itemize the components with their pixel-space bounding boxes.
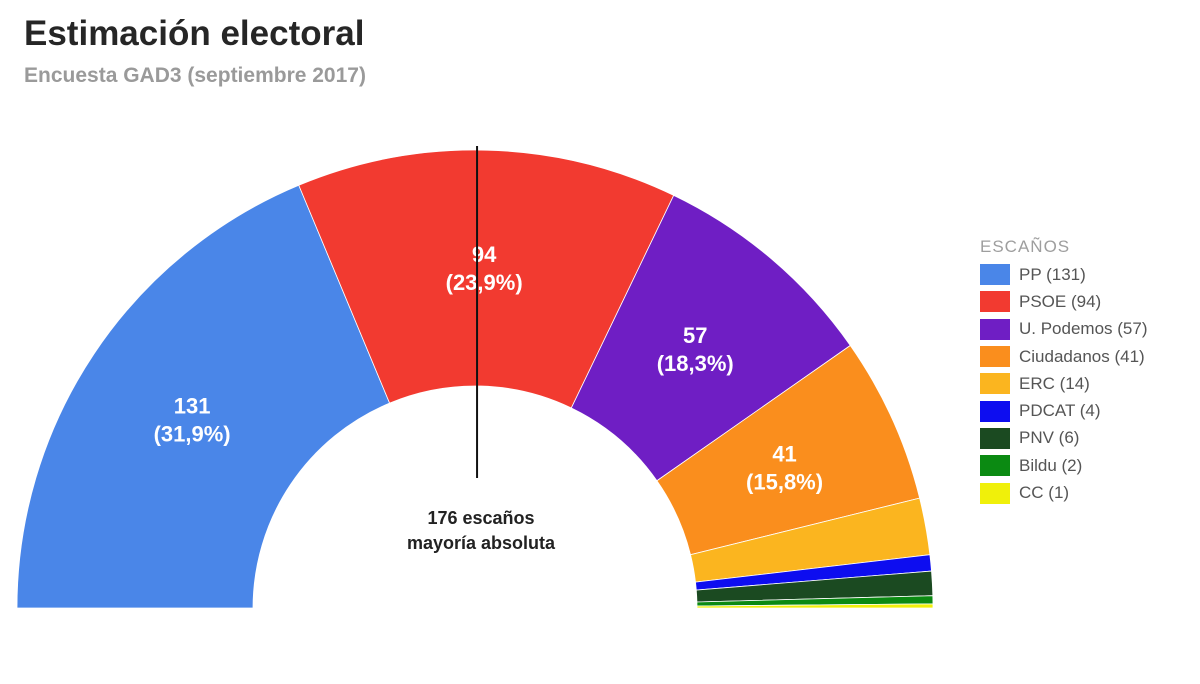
legend-swatch bbox=[980, 482, 1010, 504]
legend-label: PSOE (94) bbox=[1019, 291, 1102, 311]
legend-swatch bbox=[980, 427, 1010, 449]
legend-label: PP (131) bbox=[1019, 264, 1086, 284]
legend-swatch bbox=[980, 318, 1010, 340]
segment-seats-label: 57 bbox=[683, 323, 707, 348]
legend-swatch bbox=[980, 346, 1010, 368]
legend-swatch bbox=[980, 373, 1010, 395]
legend-item: ERC (14) bbox=[980, 370, 1148, 397]
legend-label: Ciudadanos (41) bbox=[1019, 346, 1145, 366]
majority-label-seats: 176 escaños bbox=[427, 508, 534, 528]
legend-label: PDCAT (4) bbox=[1019, 401, 1101, 421]
legend-item: PDCAT (4) bbox=[980, 397, 1148, 424]
segment-pct-label: (18,3%) bbox=[657, 351, 734, 376]
legend-item: PNV (6) bbox=[980, 425, 1148, 452]
legend: ESCAÑOS PP (131) PSOE (94) U. Podemos (57)… bbox=[980, 237, 1148, 507]
legend-item: Bildu (2) bbox=[980, 452, 1148, 479]
legend-label: ERC (14) bbox=[1019, 373, 1090, 393]
chart-subtitle: Encuesta GAD3 (septiembre 2017) bbox=[24, 64, 366, 87]
chart-title: Estimación electoral bbox=[24, 14, 365, 53]
legend-label: U. Podemos (57) bbox=[1019, 319, 1148, 339]
legend-item: PSOE (94) bbox=[980, 288, 1148, 315]
legend-title: ESCAÑOS bbox=[980, 237, 1071, 256]
legend-item: CC (1) bbox=[980, 479, 1148, 506]
segment-seats-label: 41 bbox=[772, 441, 796, 466]
segment-psoe bbox=[298, 149, 675, 409]
legend-swatch bbox=[980, 291, 1010, 313]
legend-item: U. Podemos (57) bbox=[980, 316, 1148, 343]
legend-label: PNV (6) bbox=[1019, 428, 1080, 448]
legend-item: PP (131) bbox=[980, 261, 1148, 288]
legend-swatch bbox=[980, 455, 1010, 477]
segment-seats-label: 94 bbox=[472, 242, 497, 267]
segment-pct-label: (31,9%) bbox=[154, 421, 231, 446]
segment-pct-label: (15,8%) bbox=[746, 469, 823, 494]
segment-seats-label: 131 bbox=[174, 393, 211, 418]
segment-pp bbox=[16, 184, 391, 609]
majority-label-text: mayoría absoluta bbox=[407, 533, 556, 553]
legend-item: Ciudadanos (41) bbox=[980, 343, 1148, 370]
legend-swatch bbox=[980, 400, 1010, 422]
segment-cc bbox=[696, 603, 934, 609]
legend-swatch bbox=[980, 264, 1010, 286]
legend-label: CC (1) bbox=[1019, 483, 1070, 503]
legend-label: Bildu (2) bbox=[1019, 455, 1083, 475]
segment-pct-label: (23,9%) bbox=[446, 270, 523, 295]
